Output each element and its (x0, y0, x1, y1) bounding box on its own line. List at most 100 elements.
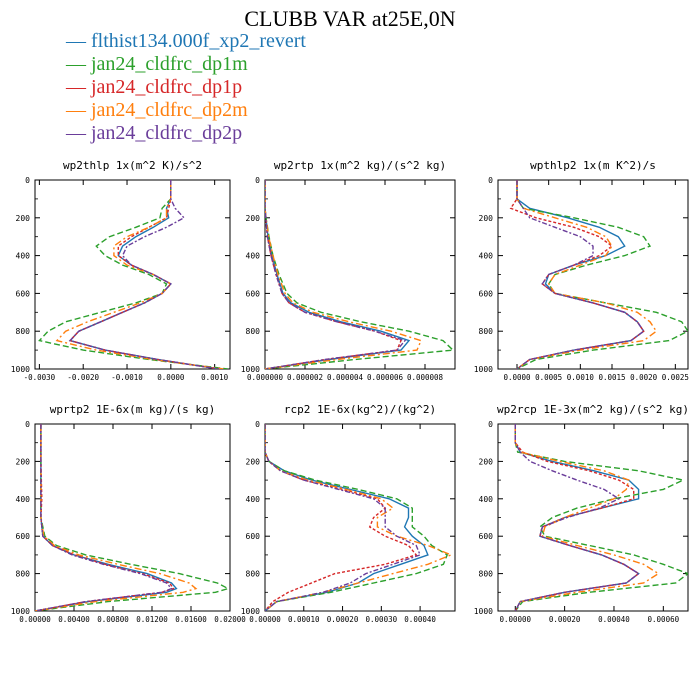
chart-panel: wpthlp2 1x(m K^2)/s 0 200 400 600 800 1000 0.00… (474, 159, 689, 382)
y-tick-label: 1000 (474, 607, 493, 616)
legend-label: jan24_cldfrc_dp1m (91, 53, 248, 75)
series-line-jan24_cldfrc_dp2p (516, 180, 645, 369)
x-tick-label: 0.0015 (598, 373, 625, 382)
series-line-jan24_cldfrc_dp1p (265, 180, 402, 369)
y-tick-label: 400 (479, 495, 494, 504)
legend-item: — jan24_cldfrc_dp1m (66, 53, 248, 75)
y-tick-label: 600 (479, 532, 494, 541)
x-tick-label: 0.0025 (662, 373, 689, 382)
x-tick-label: 0.00030 (366, 615, 398, 624)
y-tick-label: 0 (488, 420, 493, 429)
y-tick-label: 1000 (241, 365, 260, 374)
plot-frame (34, 423, 231, 612)
series-line-jan24_cldfrc_dp2m (265, 180, 422, 369)
x-tick-label: 0.000000 (247, 373, 284, 382)
series-line-flthist134.000f_xp2_revert (35, 424, 178, 611)
series-line-flthist134.000f_xp2_revert (265, 180, 411, 369)
x-tick-label: 0.0020 (630, 373, 658, 382)
x-tick-label: 0.01600 (175, 615, 207, 624)
legend-label: flthist134.000f_xp2_revert (91, 30, 306, 52)
series-line-jan24_cldfrc_dp1m (265, 424, 449, 611)
panel-title: wp2rcp 1E-3x(m^2 kg)/(s^2 kg) (497, 403, 689, 416)
x-tick-label: 0.00040 (404, 615, 436, 624)
y-tick-label: 600 (246, 289, 261, 298)
plot-frame (497, 179, 689, 370)
series-line-jan24_cldfrc_dp1p (265, 424, 418, 611)
y-tick-label: 800 (479, 327, 494, 336)
y-tick-label: 800 (246, 327, 261, 336)
y-tick-label: 1000 (11, 365, 30, 374)
y-tick-label: 600 (479, 289, 494, 298)
y-tick-label: 1000 (474, 365, 493, 374)
series-line-jan24_cldfrc_dp2p (35, 424, 173, 611)
y-tick-label: 1000 (11, 607, 30, 616)
plot-frame (264, 423, 456, 612)
x-tick-label: 0.01200 (136, 615, 168, 624)
panel-title: wp2thlp 1x(m^2 K)/s^2 (63, 159, 202, 172)
series-line-flthist134.000f_xp2_revert (514, 424, 640, 611)
series-line-jan24_cldfrc_dp2p (514, 424, 640, 611)
x-tick-label: 0.0000 (503, 373, 531, 382)
series-line-jan24_cldfrc_dp1m (265, 180, 455, 369)
y-tick-label: 600 (16, 289, 31, 298)
series-line-jan24_cldfrc_dp1p (514, 424, 640, 611)
legend-item: — jan24_cldfrc_dp2p (66, 122, 243, 144)
x-tick-label: 0.0005 (535, 373, 562, 382)
y-tick-label: 800 (479, 570, 494, 579)
y-tick-label: 200 (246, 457, 261, 466)
x-tick-label: -0.0010 (111, 373, 143, 382)
y-tick-label: 1000 (241, 607, 260, 616)
y-tick-label: 200 (16, 214, 31, 223)
series-line-jan24_cldfrc_dp1m (35, 424, 230, 611)
x-tick-label: 0.00060 (648, 615, 680, 624)
y-tick-label: 600 (246, 532, 261, 541)
series-line-jan24_cldfrc_dp2m (265, 424, 453, 611)
series-line-jan24_cldfrc_dp2m (55, 180, 224, 369)
series-line-flthist134.000f_xp2_revert (516, 180, 645, 369)
series-line-jan24_cldfrc_dp1p (68, 180, 220, 369)
x-tick-label: 0.000008 (407, 373, 444, 382)
x-tick-label: 0.00020 (549, 615, 581, 624)
x-tick-label: 0.000006 (367, 373, 404, 382)
chart-panel: wp2rcp 1E-3x(m^2 kg)/(s^2 kg) 0 200 400 600 8… (474, 403, 689, 624)
y-tick-label: 400 (246, 495, 261, 504)
series-line-jan24_cldfrc_dp2p (68, 180, 220, 369)
y-tick-label: 400 (16, 495, 31, 504)
series-line-jan24_cldfrc_dp1m (38, 180, 228, 369)
plot-frame (264, 179, 456, 370)
panel-title: wprtp2 1E-6x(m kg)/(s kg) (50, 403, 216, 416)
panel-title: wpthlp2 1x(m K^2)/s (530, 159, 656, 172)
x-tick-label: 0.0010 (201, 373, 229, 382)
y-tick-label: 800 (246, 570, 261, 579)
series-line-jan24_cldfrc_dp2m (516, 180, 658, 369)
series-line-jan24_cldfrc_dp1m (516, 180, 688, 369)
x-tick-label: 0.00020 (327, 615, 359, 624)
series-line-jan24_cldfrc_dp2p (265, 424, 422, 611)
series-line-flthist134.000f_xp2_revert (265, 424, 429, 611)
y-tick-label: 400 (479, 252, 494, 261)
legend-item: — jan24_cldfrc_dp1p (66, 76, 243, 98)
plot-frame (34, 179, 231, 370)
x-tick-label: 0.0010 (567, 373, 595, 382)
y-tick-label: 200 (479, 457, 494, 466)
x-tick-label: 0.00000 (249, 615, 281, 624)
x-tick-label: 0.00000 (19, 615, 51, 624)
chart-panel: wp2rtp 1x(m^2 kg)/(s^2 kg) 0 200 400 600 800 1… (241, 159, 456, 382)
legend-label: jan24_cldfrc_dp2m (91, 99, 248, 121)
y-tick-label: 200 (16, 457, 31, 466)
legend: — flthist134.000f_xp2_revert — jan24_cld… (66, 30, 306, 145)
chart-panel: wp2thlp 1x(m^2 K)/s^202004006008001000-0… (11, 159, 231, 382)
x-tick-label: 0.00800 (97, 615, 129, 624)
x-tick-label: -0.0030 (24, 373, 56, 382)
y-tick-label: 0 (25, 176, 30, 185)
x-tick-label: 0.00000 (499, 615, 531, 624)
legend-item: — jan24_cldfrc_dp2m (66, 99, 248, 121)
page-title: CLUBB VAR at25E,0N (244, 6, 456, 31)
series-line-flthist134.000f_xp2_revert (68, 180, 220, 369)
y-tick-label: 800 (16, 570, 31, 579)
x-tick-label: 0.000004 (327, 373, 364, 382)
y-tick-label: 0 (255, 420, 260, 429)
legend-label: jan24_cldfrc_dp1p (91, 76, 243, 98)
panel-title: wp2rtp 1x(m^2 kg)/(s^2 kg) (274, 159, 446, 172)
